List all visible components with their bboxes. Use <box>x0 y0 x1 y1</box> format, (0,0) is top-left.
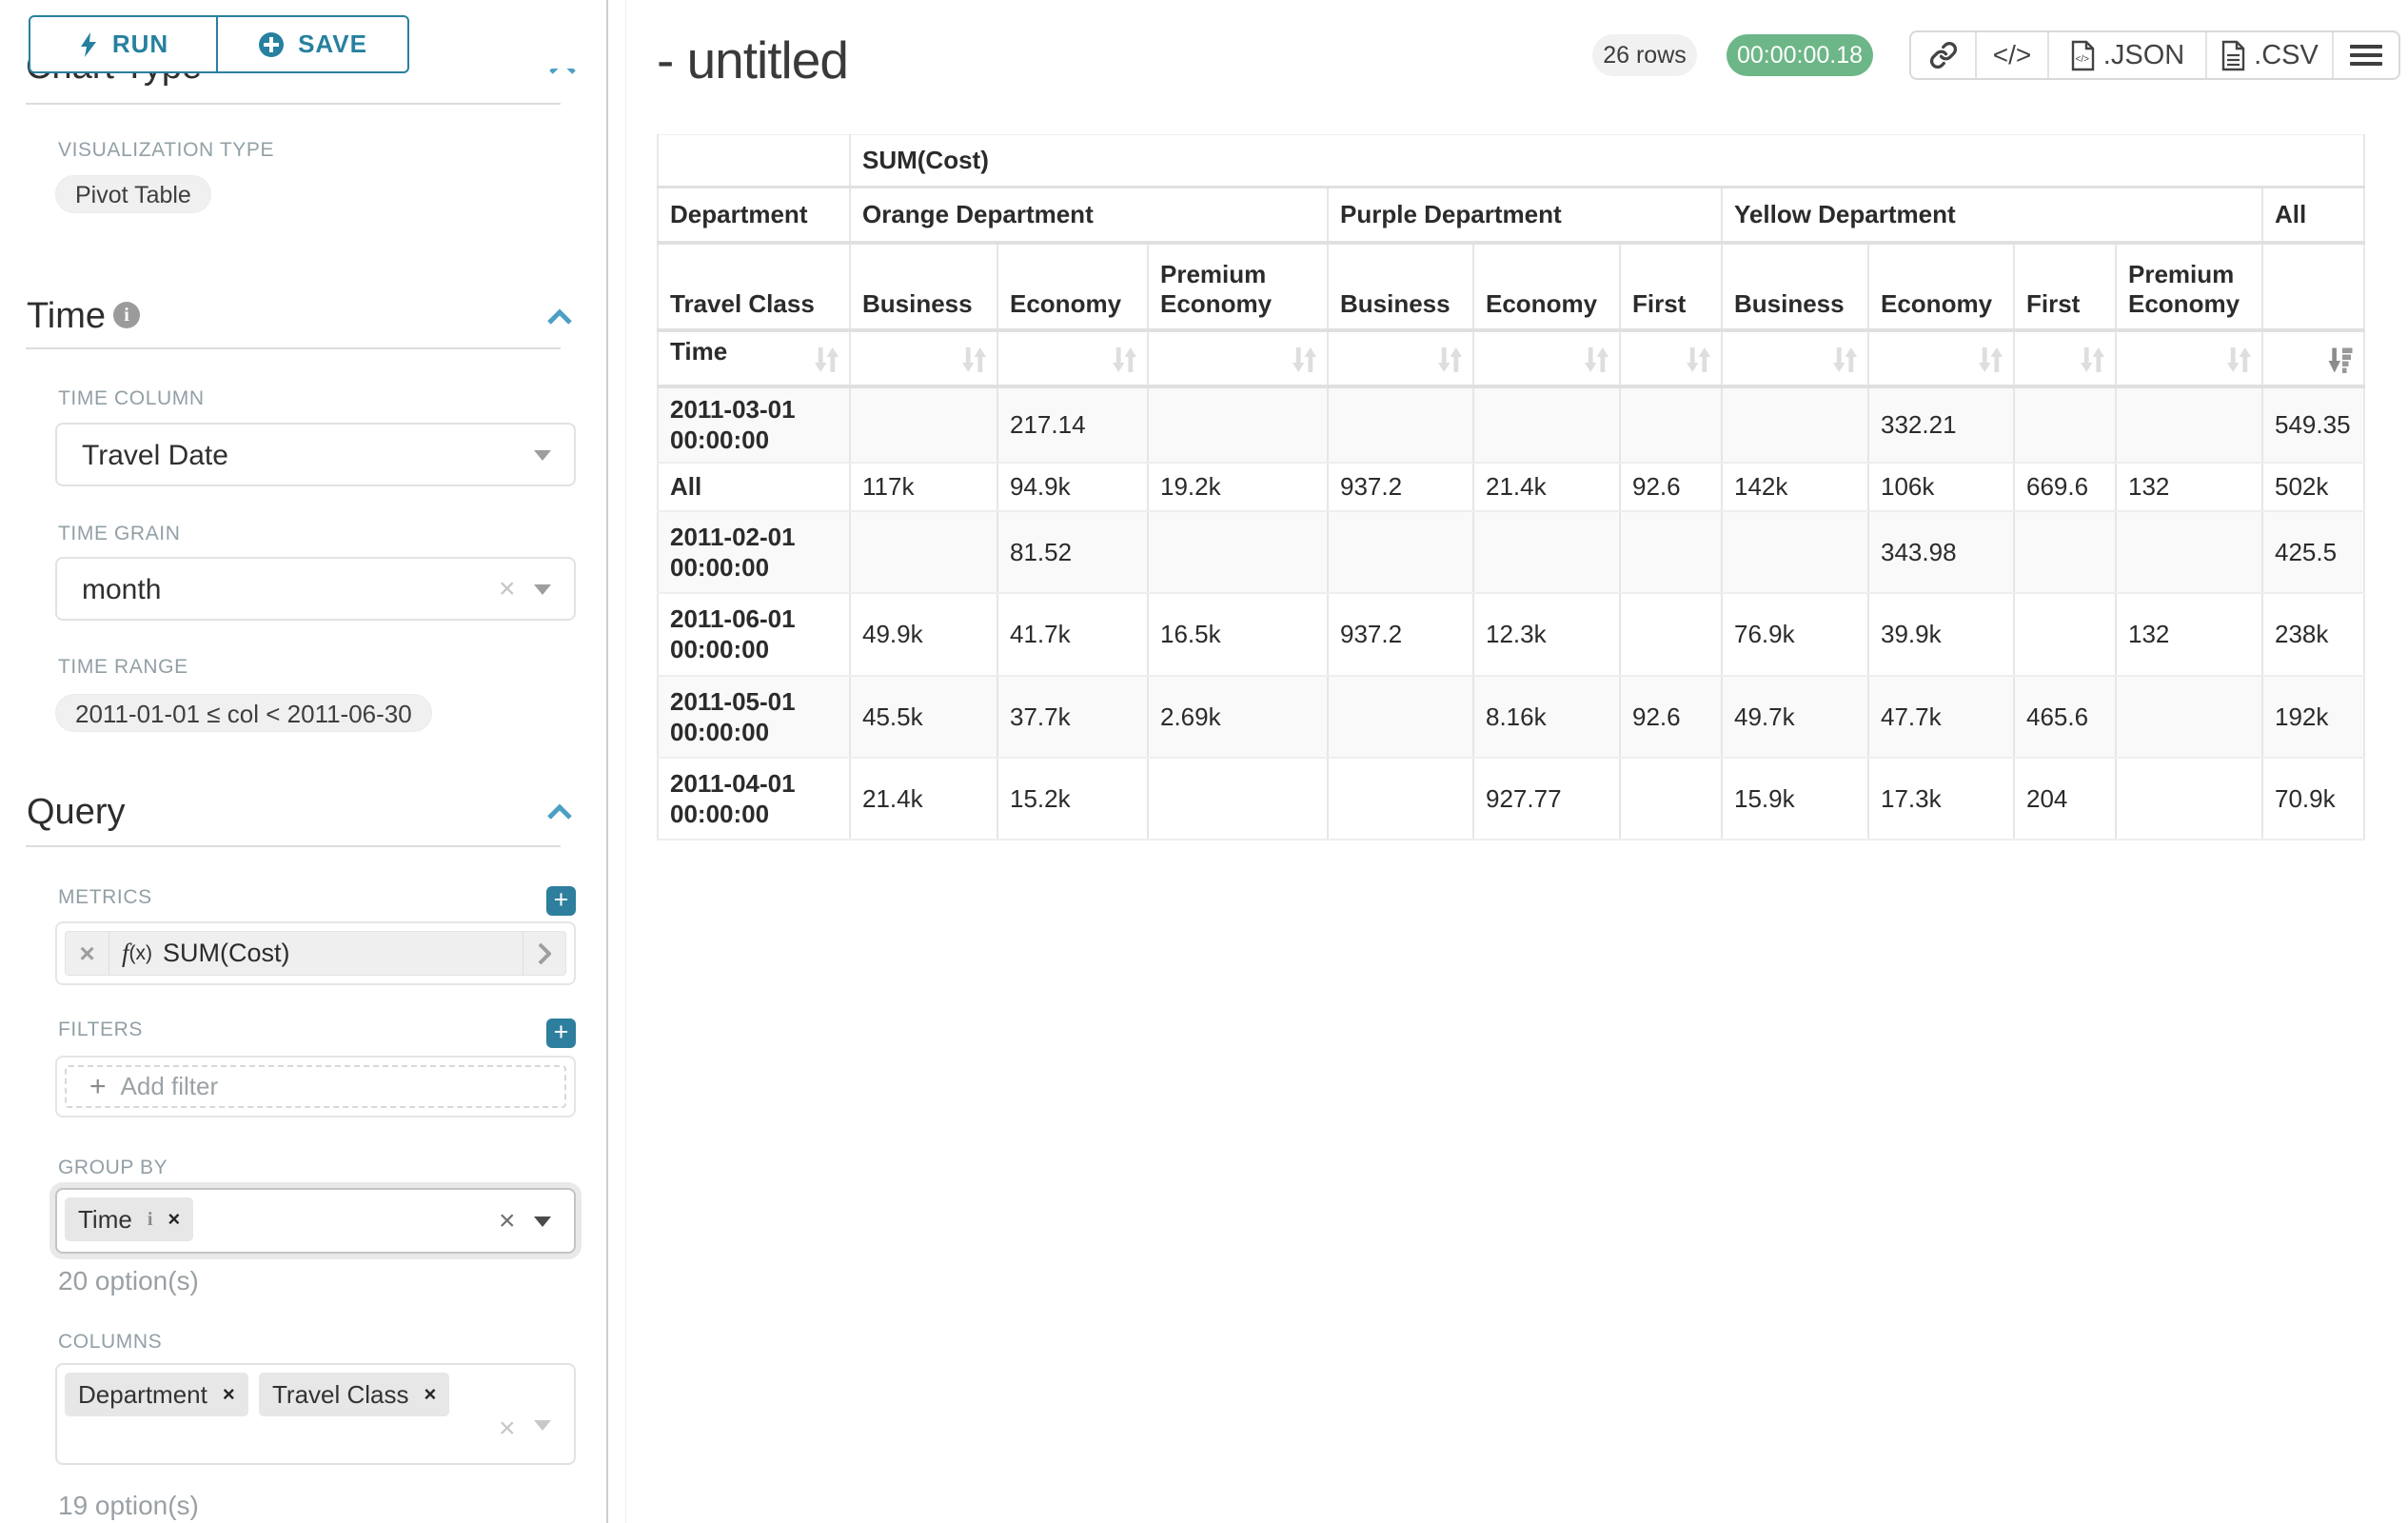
svg-text:</>: </> <box>2075 54 2089 65</box>
